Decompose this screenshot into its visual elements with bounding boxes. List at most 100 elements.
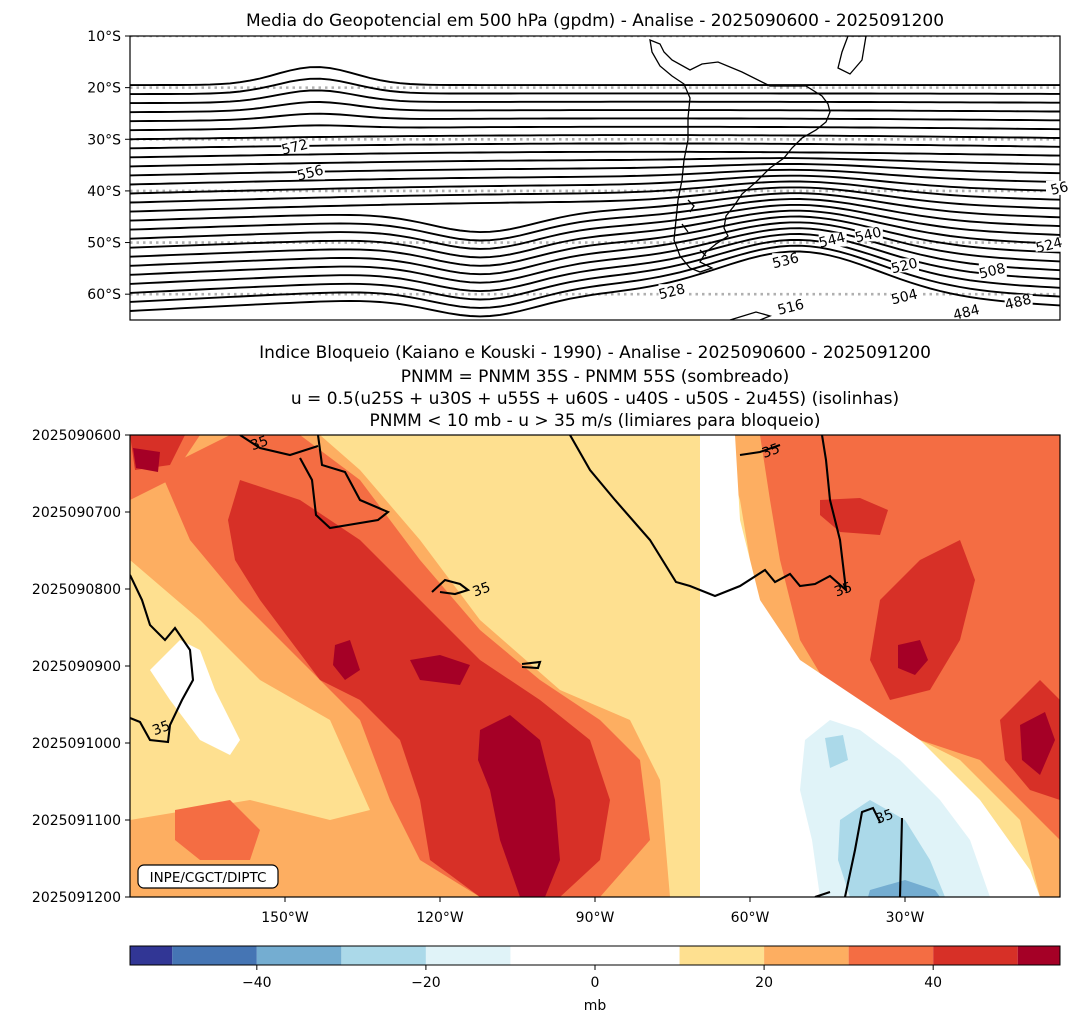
shade-neg-20-30 [825, 735, 945, 897]
source-annotation-text: INPE/CGCT/DIPTC [150, 870, 267, 886]
y-tick-label: 30°S [87, 132, 121, 148]
y-tick-label: 10°S [87, 29, 121, 45]
y-tick-label: 2025090600 [32, 428, 121, 444]
south-america-coastline [649, 36, 867, 320]
bottom-contour-labels: 35 35 35 35 35 35 [150, 433, 896, 828]
y-tick-label: 2025090700 [32, 505, 121, 521]
contour-label: 484 [952, 302, 982, 324]
contour-label: 516 [776, 297, 806, 319]
contour-label-bg [818, 232, 847, 247]
colorbar-bin [1017, 946, 1060, 965]
colorbar-tick-label: 20 [755, 975, 773, 991]
geopotential-contour [130, 198, 1060, 242]
y-tick-label: 60°S [87, 287, 121, 303]
contour-label-bg [1035, 237, 1064, 252]
x-tick-label: 150°W [261, 910, 309, 926]
y-tick-label: 2025090900 [32, 659, 121, 675]
shade-neg-30-40 [868, 880, 940, 897]
geopotential-contours [130, 66, 1060, 318]
colorbar-bin [764, 946, 849, 965]
contour-label: 504 [890, 286, 920, 308]
bottom-title-line-3: u = 0.5(u25S + u30S + u55S + u60S - u40S… [291, 389, 899, 409]
colorbar-bin [679, 946, 765, 965]
contour-label-bg [891, 289, 919, 304]
contour-label: 56 [1049, 179, 1070, 199]
contour-label-bg [772, 253, 801, 268]
geopotential-contour [130, 227, 1060, 284]
y-tick-label: 2025091100 [32, 813, 121, 829]
colorbar-bin [341, 946, 426, 965]
u-isoline-contours [130, 435, 904, 897]
geopotential-contour [130, 221, 1060, 276]
bottom-x-axis: 150°W 120°W 90°W 60°W 30°W [261, 897, 924, 926]
contour-label-bg [658, 284, 687, 299]
geopotential-contour [130, 168, 1060, 186]
contour-label: 524 [1034, 235, 1064, 257]
top-plot-frame [129, 35, 1061, 321]
colorbar-tick-label: −20 [411, 975, 441, 991]
contour-label: 540 [853, 224, 883, 246]
geopotential-contour [130, 250, 1060, 318]
y-tick-label: 2025090800 [32, 582, 121, 598]
contour-label: 520 [890, 255, 920, 277]
colorbar: −40 −20 0 20 40 [129, 945, 1061, 991]
contour-label-bg [854, 227, 883, 242]
shade-neutral [150, 435, 1040, 897]
u-contour-label: 35 [832, 579, 854, 600]
bottom-plot-area [130, 435, 1060, 897]
colorbar-bin [848, 946, 934, 965]
contour-label-bg [953, 304, 981, 319]
contour-label-bg [281, 139, 310, 154]
contour-label: 536 [771, 250, 801, 272]
colorbar-bin [172, 946, 257, 965]
geopotential-contour [130, 89, 1060, 105]
u-contour-label: 35 [760, 441, 782, 462]
colorbar-bin [256, 946, 342, 965]
geopotential-contour [130, 163, 1060, 177]
contour-label: 572 [280, 137, 310, 159]
bottom-title-line-1: Indice Bloqueio (Kaiano e Kouski - 1990)… [259, 343, 931, 363]
geopotential-contour [130, 157, 1060, 168]
geopotential-contour [130, 180, 1060, 204]
x-tick-label: 30°W [886, 910, 925, 926]
x-tick-label: 60°W [731, 910, 770, 926]
geopotential-contour [130, 244, 1060, 309]
contour-label-bg [978, 263, 1007, 278]
top-contour-labels: 572 556 56 544 540 524 536 520 508 528 516 504 488 48… [280, 137, 1071, 324]
top-y-axis: 10°S 20°S 30°S 40°S 50°S 60°S [87, 29, 130, 303]
geopotential-contour [130, 203, 1060, 250]
contour-label: 528 [657, 281, 687, 303]
top-chart-title: Media do Geopotencial em 500 hPa (gpdm) … [246, 11, 944, 31]
geopotential-contour [130, 134, 1060, 141]
geopotential-contour [130, 233, 1060, 293]
contour-label-bg [777, 299, 806, 314]
contour-label: 508 [977, 261, 1007, 283]
y-tick-label: 2025091200 [32, 890, 121, 906]
geopotential-contour [130, 192, 1060, 234]
contour-label: 556 [295, 162, 325, 184]
colorbar-bin [130, 946, 173, 965]
colorbar-tick-label: 0 [591, 975, 600, 991]
colorbar-tick-label: −40 [242, 975, 272, 991]
contour-label-bg [891, 258, 919, 273]
y-tick-label: 50°S [87, 236, 121, 252]
shade-50-plus [133, 448, 1055, 897]
y-tick-label: 20°S [87, 81, 121, 97]
colorbar-bin [510, 946, 680, 965]
u-contour-label: 35 [874, 807, 896, 828]
geopotential-contour [130, 209, 1060, 259]
source-annotation: INPE/CGCT/DIPTC [137, 864, 279, 889]
u-contour-label: 35 [248, 433, 270, 454]
x-tick-label: 90°W [576, 910, 615, 926]
geopotential-contour [130, 186, 1060, 213]
colorbar-tick-label: 40 [924, 975, 942, 991]
bottom-y-axis: 2025090600 2025090700 2025090800 2025090900… [32, 428, 130, 906]
y-tick-label: 40°S [87, 184, 121, 200]
contour-label-bg [296, 165, 325, 180]
u-contour-label: 35 [150, 718, 172, 739]
contour-label-bg [1004, 294, 1033, 309]
bottom-title-line-2: PNMM = PNMM 35S - PNMM 55S (sombreado) [401, 367, 790, 387]
geopotential-contour [130, 215, 1060, 267]
u-contour-label: 35 [471, 579, 493, 600]
